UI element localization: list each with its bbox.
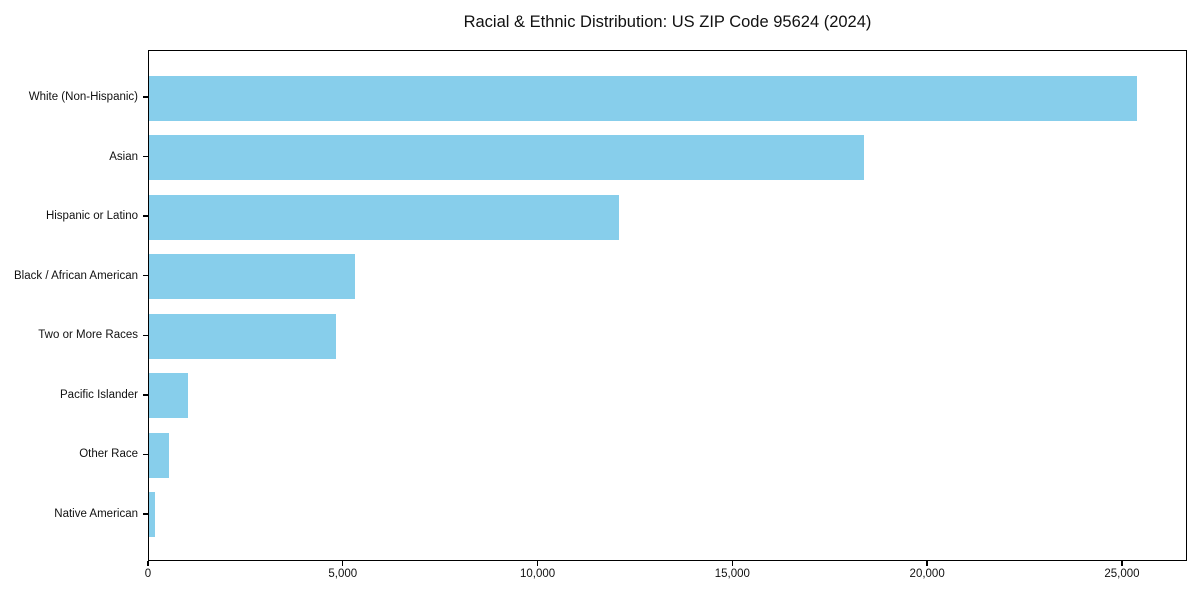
x-axis-tick (342, 561, 344, 566)
y-axis-tick (143, 334, 148, 336)
y-axis-tick (143, 155, 148, 158)
x-axis-tick (926, 561, 928, 566)
bar-black-african-american (149, 254, 356, 300)
y-axis-label: Black / African American (14, 269, 138, 282)
x-axis-label: 10,000 (519, 568, 556, 580)
bar-native-american (149, 492, 155, 538)
bar-pacific-islander (149, 373, 188, 419)
y-axis-label: Pacific Islander (60, 388, 138, 401)
bar-two-or-more-races (149, 313, 336, 359)
x-axis-label: 5,000 (328, 568, 358, 580)
y-axis-label: Other Race (79, 448, 138, 461)
y-axis-label: Native American (54, 507, 138, 520)
plot-area (148, 50, 1187, 561)
x-axis-label: 15,000 (714, 568, 750, 580)
y-axis-tick (143, 96, 148, 98)
y-axis-tick (143, 215, 148, 217)
y-axis-tick (143, 513, 148, 515)
y-axis-label: Asian (109, 150, 138, 163)
x-axis-tick (147, 561, 149, 566)
bar-white-non-hispanic (149, 75, 1137, 121)
y-axis-label: White (Non-Hispanic) (28, 91, 138, 104)
bar-other-race (149, 432, 170, 478)
y-axis-label: Two or More Races (38, 329, 138, 342)
x-axis-tick (731, 561, 734, 566)
y-axis-tick (143, 453, 148, 456)
y-axis-tick (143, 275, 148, 277)
y-axis-tick (143, 394, 148, 396)
x-axis-tick (536, 561, 539, 566)
bar-asian (149, 135, 865, 181)
x-axis-tick (1121, 561, 1123, 566)
chart-title: Racial & Ethnic Distribution: US ZIP Cod… (463, 13, 872, 31)
y-axis-label: Hispanic or Latino (45, 210, 138, 223)
x-axis-label: 20,000 (909, 568, 945, 580)
bar-hispanic-or-latino (149, 194, 620, 240)
x-axis-label: 25,000 (1104, 568, 1140, 580)
x-axis-label: 0 (144, 568, 152, 580)
